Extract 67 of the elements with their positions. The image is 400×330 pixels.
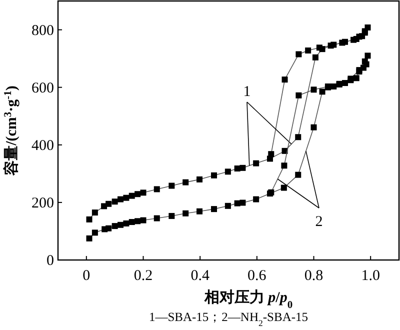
point (86, 235, 92, 242)
text: 1—SBA-15；2—NH$_{2}$-SBA-15 (148, 310, 308, 328)
point (339, 40, 346, 46)
point (316, 44, 322, 51)
point (128, 219, 135, 226)
point (211, 206, 218, 212)
point (253, 196, 260, 202)
point (140, 217, 146, 224)
y-tick-label: 400 (32, 138, 54, 154)
point (240, 200, 246, 206)
x-tick-label: 0.4 (190, 268, 210, 284)
point (112, 223, 118, 230)
y-tick-label: 800 (32, 22, 54, 39)
point (112, 198, 118, 205)
x-tick-label: 0.6 (248, 268, 267, 284)
point (134, 218, 141, 224)
x-tick-label: 0.8 (304, 268, 324, 284)
point (319, 88, 326, 95)
point (350, 36, 357, 43)
point (282, 76, 288, 83)
point (364, 52, 371, 59)
point (296, 51, 302, 58)
point (196, 176, 203, 182)
point (154, 215, 160, 222)
point (224, 202, 231, 209)
point (310, 124, 317, 130)
point (168, 212, 175, 219)
point (296, 92, 302, 98)
point (118, 196, 124, 202)
x-tick-label: 1.0 (361, 268, 380, 284)
y-tick-label: 200 (32, 195, 54, 212)
point (182, 179, 189, 186)
point (168, 182, 175, 189)
x-tick-label: 0 (82, 268, 90, 284)
point (310, 86, 317, 93)
point (328, 42, 334, 49)
series-label: 1 (243, 84, 251, 100)
y-tick-label: 0 (46, 253, 54, 269)
point (356, 34, 362, 40)
point (312, 54, 318, 60)
x-axis-title: 相对压力 p/p$_{0}$ (203, 289, 293, 310)
point (211, 172, 218, 178)
point (353, 75, 360, 82)
point (106, 200, 112, 207)
text: 2 (315, 214, 323, 230)
point (281, 162, 288, 169)
point (134, 191, 141, 198)
point (106, 225, 112, 232)
point (280, 184, 287, 191)
point (295, 172, 302, 178)
point (295, 134, 302, 140)
point (92, 210, 98, 216)
point (154, 186, 160, 192)
point (128, 192, 135, 199)
point (140, 190, 146, 196)
point (362, 58, 368, 64)
point (86, 216, 92, 222)
y-tick-label: 600 (32, 80, 54, 96)
point (268, 151, 274, 158)
point (240, 164, 246, 171)
point (92, 230, 98, 236)
point (253, 160, 260, 166)
x-tick-label: 0.2 (134, 268, 153, 284)
point (196, 208, 203, 214)
point (224, 168, 231, 175)
point (182, 210, 189, 216)
point (305, 48, 312, 54)
